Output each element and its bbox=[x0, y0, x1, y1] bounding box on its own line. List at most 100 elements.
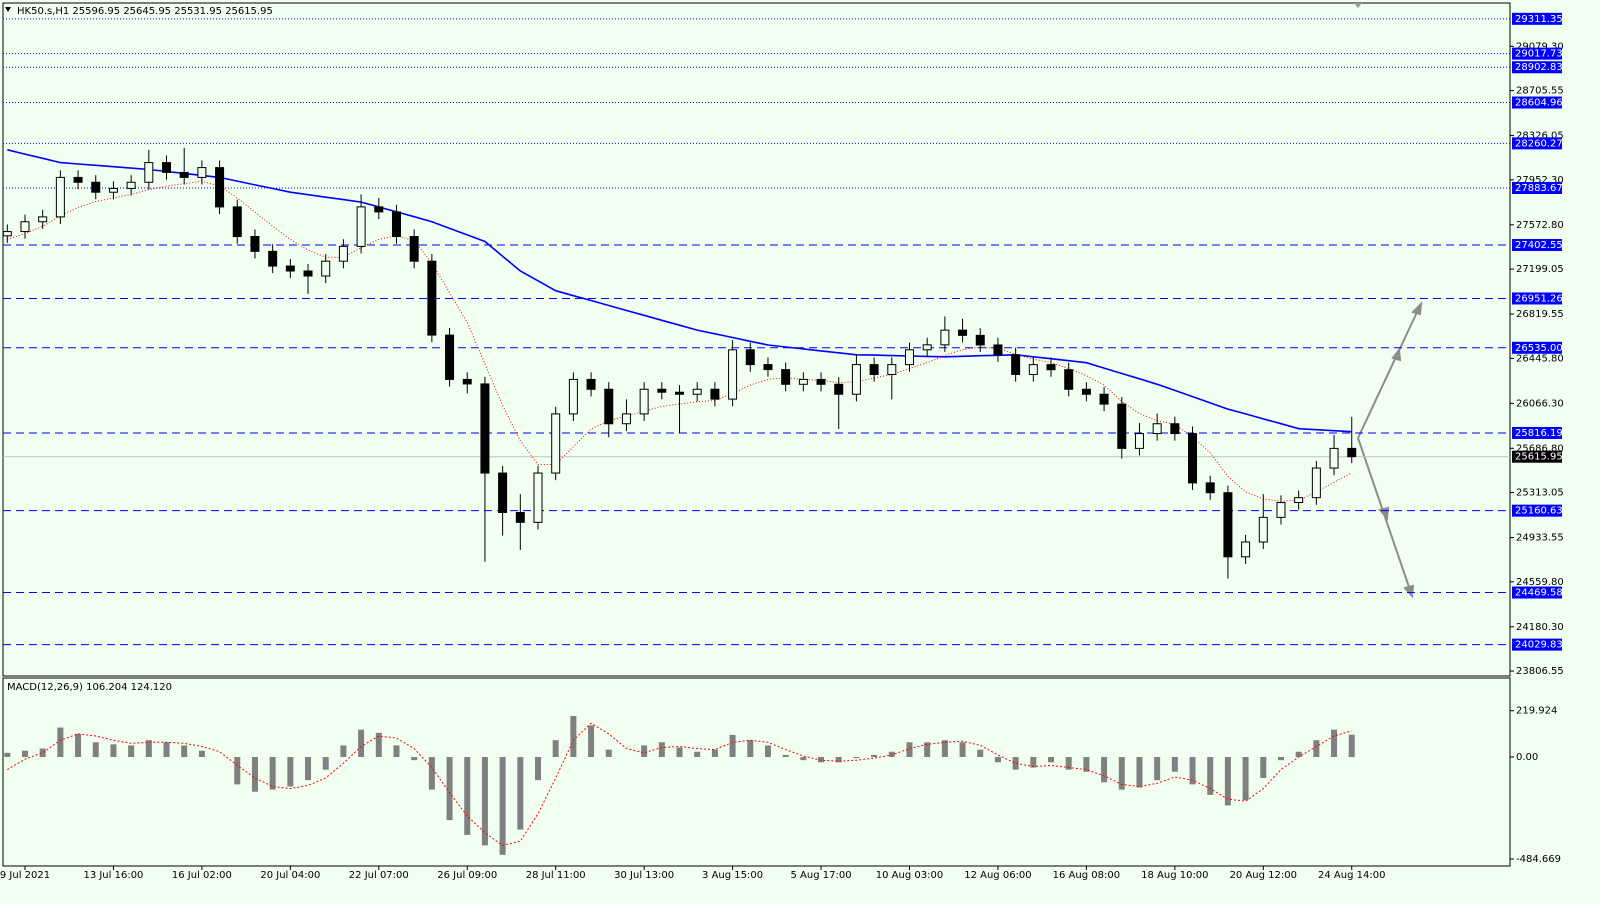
candle-body bbox=[692, 388, 702, 395]
x-tick-label: 13 Jul 16:00 bbox=[83, 870, 143, 881]
macd-bar bbox=[729, 734, 736, 758]
arrow-up bbox=[1357, 309, 1419, 439]
y-tick-label: -484.669 bbox=[1516, 854, 1561, 865]
level-label: 28260.27 bbox=[1515, 138, 1563, 149]
macd-bar bbox=[181, 745, 188, 758]
candle-body bbox=[816, 378, 826, 385]
candle-body bbox=[851, 364, 861, 395]
x-tick-label: 16 Aug 08:00 bbox=[1053, 870, 1120, 881]
candle-body bbox=[1117, 403, 1127, 449]
candle-body bbox=[179, 171, 189, 178]
arrow-head bbox=[1403, 584, 1415, 599]
level-label: 24469.58 bbox=[1515, 588, 1563, 599]
candle-body bbox=[798, 378, 808, 385]
x-tick-label: 16 Jul 02:00 bbox=[172, 870, 232, 881]
macd-bar bbox=[1136, 757, 1143, 788]
candle-body bbox=[1046, 364, 1056, 371]
y-tick-label: 28705.55 bbox=[1516, 86, 1564, 97]
candle-body bbox=[533, 472, 543, 523]
macd-bar bbox=[959, 742, 966, 758]
level-label-box bbox=[1512, 61, 1562, 74]
candle-body bbox=[675, 391, 685, 395]
candle-body bbox=[1329, 447, 1339, 469]
macd-bar bbox=[1242, 757, 1249, 801]
x-tick-label: 12 Aug 06:00 bbox=[964, 870, 1031, 881]
y-tick-label: 24933.55 bbox=[1516, 533, 1564, 544]
candle-body bbox=[197, 167, 207, 178]
candle-body bbox=[940, 329, 950, 346]
candle-body bbox=[1152, 423, 1162, 435]
candle-body bbox=[480, 383, 490, 474]
level-label-box bbox=[1512, 504, 1562, 517]
level-label-box bbox=[1512, 12, 1562, 25]
y-tick-label: 26066.30 bbox=[1516, 398, 1564, 409]
macd-bar bbox=[1118, 757, 1125, 790]
macd-bar bbox=[358, 729, 365, 758]
candle-body bbox=[1028, 364, 1038, 375]
candle-body bbox=[1011, 354, 1021, 375]
macd-bar bbox=[818, 757, 825, 763]
macd-bar bbox=[1295, 751, 1302, 758]
macd-bar bbox=[499, 757, 506, 855]
level-label-box bbox=[1512, 638, 1562, 651]
x-tick-label: 26 Jul 09:00 bbox=[437, 870, 497, 881]
x-tick-label: 3 Aug 15:00 bbox=[702, 870, 763, 881]
level-label: 28902.83 bbox=[1515, 62, 1563, 73]
macd-bar bbox=[1189, 757, 1196, 785]
x-tick-label: 20 Jul 04:00 bbox=[260, 870, 320, 881]
forecast-arrows bbox=[1357, 301, 1423, 599]
candle-body bbox=[639, 388, 649, 415]
y-tick-label: 29079.30 bbox=[1516, 41, 1564, 52]
candle-body bbox=[38, 216, 48, 223]
candle-body bbox=[144, 162, 154, 183]
macd-bar bbox=[800, 757, 807, 761]
macd-bar bbox=[4, 752, 11, 758]
macd-bar bbox=[1313, 740, 1320, 758]
candle-body bbox=[568, 378, 578, 415]
macd-bar bbox=[1207, 757, 1214, 795]
candle-body bbox=[2, 231, 12, 237]
candle-body bbox=[621, 413, 631, 425]
macd-bar bbox=[1154, 757, 1161, 781]
macd-bar bbox=[658, 742, 665, 758]
macd-bar bbox=[853, 757, 860, 759]
macd-bar bbox=[305, 757, 312, 781]
y-tick-label: 27952.30 bbox=[1516, 175, 1564, 186]
candle-body bbox=[904, 349, 914, 366]
macd-bar bbox=[570, 715, 577, 758]
macd-bar bbox=[269, 757, 276, 790]
macd-bar bbox=[234, 757, 241, 785]
macd-bar bbox=[535, 757, 541, 781]
macd-bar bbox=[446, 757, 453, 821]
macd-bar bbox=[782, 754, 789, 758]
macd-bar bbox=[110, 744, 117, 758]
level-label-box bbox=[1512, 586, 1562, 599]
candle-body bbox=[781, 369, 791, 385]
macd-bar bbox=[1331, 729, 1338, 758]
level-label-box bbox=[1512, 239, 1562, 252]
level-label: 25816.19 bbox=[1515, 428, 1563, 439]
y-tick-label: 25686.80 bbox=[1516, 443, 1564, 454]
x-tick-label: 20 Aug 12:00 bbox=[1230, 870, 1297, 881]
y-tick-label: 27572.80 bbox=[1516, 220, 1564, 231]
candle-body bbox=[1205, 482, 1215, 494]
candle-body bbox=[108, 187, 118, 193]
macd-bar bbox=[481, 757, 488, 846]
candle-body bbox=[268, 250, 278, 267]
x-tick-label: 10 Aug 03:00 bbox=[876, 870, 943, 881]
macd-bar bbox=[517, 757, 524, 830]
candle-body bbox=[73, 176, 83, 183]
macd-bar bbox=[92, 742, 99, 758]
macd-bar bbox=[128, 745, 135, 758]
signal-line bbox=[7, 722, 1352, 846]
candle-body bbox=[869, 364, 879, 375]
candle-body bbox=[834, 383, 844, 395]
menu-triangle[interactable] bbox=[5, 7, 11, 12]
level-label: 27402.55 bbox=[1515, 240, 1563, 251]
chart-header: HK50.s,H1 25596.95 25645.95 25531.95 256… bbox=[17, 6, 273, 17]
macd-bar bbox=[145, 740, 152, 758]
macd-bar bbox=[924, 742, 931, 758]
macd-bar bbox=[764, 745, 771, 758]
moving-average bbox=[7, 180, 1352, 502]
